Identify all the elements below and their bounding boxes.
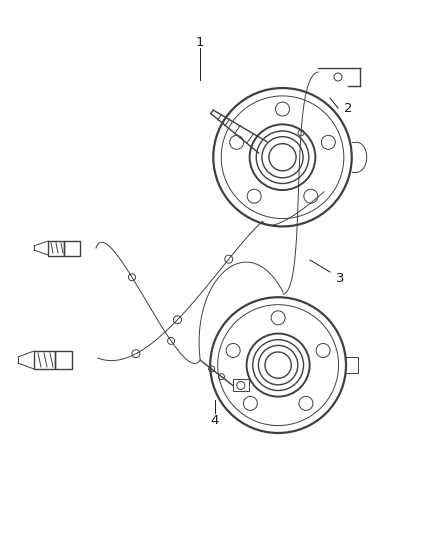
Text: 3: 3	[336, 271, 344, 285]
Text: 4: 4	[211, 414, 219, 426]
Text: 1: 1	[196, 36, 204, 49]
Text: 2: 2	[344, 101, 352, 115]
